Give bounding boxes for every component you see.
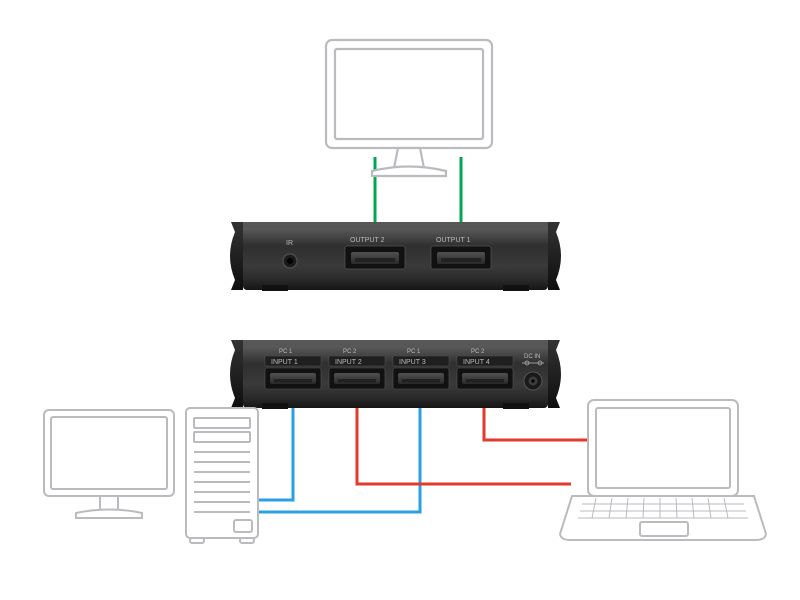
svg-text:PC 1: PC 1 [407,349,421,355]
desktop-icon [44,408,258,543]
monitor-icon [326,40,492,176]
svg-text:INPUT 4: INPUT 4 [463,359,490,366]
wiring-diagram: IR OUTPUT 2 OUTPUT 1 PC 1 INPUT 1 [0,0,800,600]
svg-text:INPUT 2: INPUT 2 [335,359,362,366]
svg-text:PC 2: PC 2 [471,349,485,355]
ir-label: IR [286,240,293,247]
svg-text:OUTPUT 2: OUTPUT 2 [350,237,385,244]
svg-text:INPUT 1: INPUT 1 [271,359,298,366]
svg-text:PC 2: PC 2 [343,349,357,355]
laptop-icon [560,400,766,540]
dcin-label: DC IN [524,354,540,360]
svg-text:PC 1: PC 1 [279,349,293,355]
svg-text:INPUT 3: INPUT 3 [399,359,426,366]
output-panel: IR OUTPUT 2 OUTPUT 1 [230,222,561,291]
cables-blue [244,406,420,537]
input-panel: PC 1 INPUT 1 PC 2 INPUT 2 PC 1 INPUT 3 P… [230,340,561,409]
svg-text:OUTPUT 1: OUTPUT 1 [436,237,471,244]
